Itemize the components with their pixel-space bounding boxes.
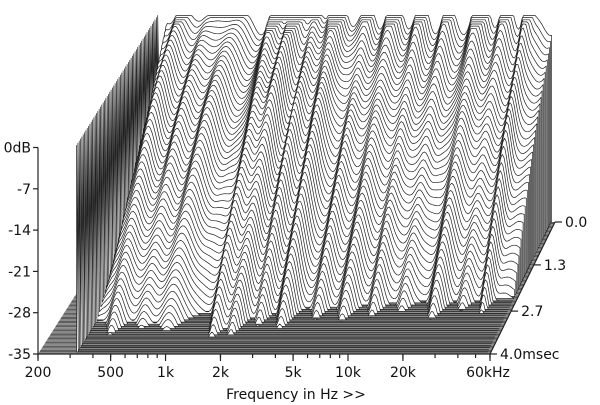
slices-layer (76, 15, 552, 353)
y-tick-label: -21 (8, 264, 31, 280)
decay-slice (82, 134, 494, 342)
time-tick-label: 1.3 (544, 258, 566, 274)
decay-slice (113, 85, 518, 293)
y-tick-label: -35 (8, 347, 31, 363)
x-tick-label: 5k (285, 365, 303, 381)
decay-slice (84, 132, 495, 340)
decay-slice (90, 121, 500, 329)
time-tick-label: 2.7 (521, 304, 543, 320)
decay-slice (80, 138, 491, 346)
decay-slice (100, 106, 507, 314)
decay-slice (76, 145, 488, 353)
decay-slice (92, 119, 501, 327)
x-tick-label: 2k (212, 365, 230, 381)
floor-stripe (39, 349, 493, 352)
y-tick-label: 0dB (4, 141, 31, 157)
decay-slice (86, 127, 497, 336)
decay-slice (97, 110, 505, 319)
labels-layer: 0dB -7 -14 -21 -28 -35 200 500 1k 2k 5k 10k 20k 60kHz… (4, 141, 588, 382)
decay-slice (98, 108, 506, 317)
x-tick-label: 500 (97, 365, 124, 381)
y-tick-label: -28 (8, 306, 31, 322)
decay-slice (96, 113, 504, 321)
time-axis-line (489, 221, 556, 355)
decay-slice (112, 87, 517, 295)
time-tick-label: 0.0 (565, 215, 587, 231)
decay-slice (78, 140, 490, 348)
x-tick-label: 20k (390, 365, 417, 381)
x-tick-label: 1k (157, 365, 175, 381)
decay-slice (94, 115, 503, 323)
y-tick-label: -14 (8, 223, 31, 239)
axes-layer (33, 146, 562, 361)
decay-slice (77, 142, 489, 351)
decay-slice (85, 130, 496, 338)
x-axis-label: Frequency in Hz >> (226, 387, 366, 403)
time-tick-label: 4.0msec (500, 347, 560, 363)
y-tick-label: -7 (17, 182, 31, 198)
x-tick-label: 10k (335, 365, 362, 381)
decay-slice (81, 136, 492, 344)
decay-slice (88, 125, 498, 334)
x-tick-label: 60kHz (466, 365, 510, 381)
floor-stripe (51, 331, 502, 334)
x-tick-label: 200 (25, 365, 52, 381)
decay-slice (89, 123, 499, 331)
decay-slice (93, 117, 502, 325)
